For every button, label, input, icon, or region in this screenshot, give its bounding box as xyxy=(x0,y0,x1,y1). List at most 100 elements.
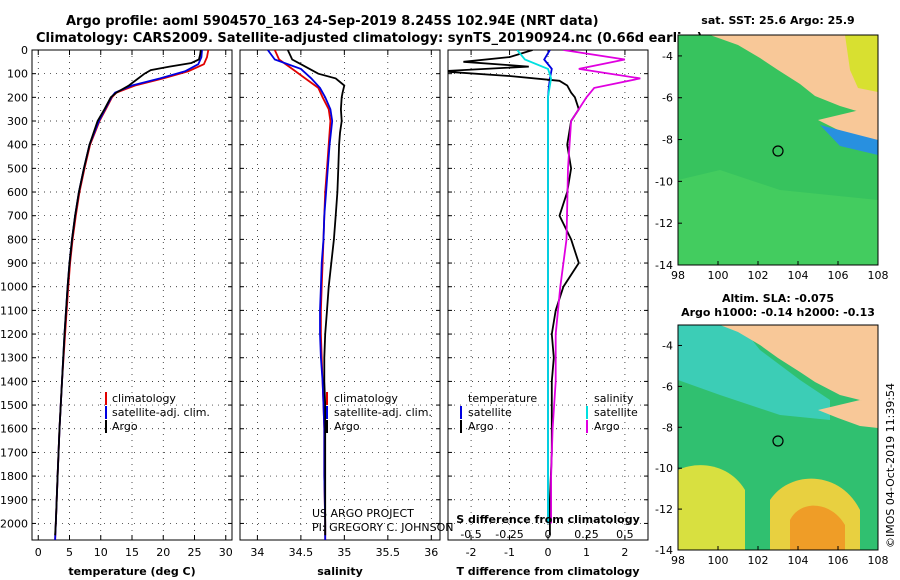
map-lon-label: 102 xyxy=(748,554,769,567)
map-lon-label: 108 xyxy=(868,269,889,282)
sal-legend-climatology: climatology xyxy=(334,392,398,405)
legend-argo: Argo xyxy=(112,420,138,433)
legend-satellite: satellite-adj. clim. xyxy=(112,406,210,419)
x-tick-label: 1 xyxy=(583,546,590,559)
sla-high-west xyxy=(678,465,745,550)
x-tick-label: -2 xyxy=(466,546,477,559)
depth-tick-label: 900 xyxy=(7,257,28,270)
series-line xyxy=(54,50,210,540)
series-line xyxy=(448,50,580,536)
sst-map xyxy=(677,34,879,266)
map-lon-label: 106 xyxy=(828,554,849,567)
map-lat-label: -4 xyxy=(662,339,673,352)
x-tick-label: 36 xyxy=(424,546,438,559)
legend-climatology: climatology xyxy=(112,392,176,405)
diff-legend-temp-argo: Argo xyxy=(468,420,494,433)
title-line-1: Argo profile: aoml 5904570_163 24-Sep-20… xyxy=(66,14,599,29)
x-tick-label: 15 xyxy=(125,546,139,559)
depth-tick-label: 600 xyxy=(7,186,28,199)
temperature-legend: climatology satellite-adj. clim. Argo xyxy=(105,392,210,433)
depth-tick-label: 700 xyxy=(7,210,28,223)
sla-land-java xyxy=(818,400,878,428)
sst-south-shade xyxy=(678,170,878,265)
x-tick-label: 20 xyxy=(156,546,170,559)
depth-tick-label: 2000 xyxy=(0,517,28,530)
depth-tick-label: 1100 xyxy=(0,304,28,317)
x-tick-label: 10 xyxy=(94,546,108,559)
map-lat-label: -12 xyxy=(655,503,673,516)
x-tick-label: 35 xyxy=(337,546,351,559)
map-lat-label: -12 xyxy=(655,217,673,230)
map-lat-label: -8 xyxy=(662,421,673,434)
ticks-layer: 0100200300400500600700800900100011001200… xyxy=(0,44,648,559)
depth-tick-label: 100 xyxy=(7,68,28,81)
sst-argo-location-marker xyxy=(772,145,784,157)
series-line xyxy=(267,50,334,540)
diff-legend-temp-sat: satellite xyxy=(468,406,512,419)
depth-tick-label: 1600 xyxy=(0,423,28,436)
sal-legend-satellite: satellite-adj. clim. xyxy=(334,406,432,419)
sdiff-xlabel: S difference from climatology xyxy=(456,513,640,526)
map-lat-label: -6 xyxy=(662,92,673,105)
series-line xyxy=(273,50,332,540)
depth-tick-label: 200 xyxy=(7,91,28,104)
s-diff-tick-label: 0 xyxy=(545,528,552,541)
map-lat-label: -14 xyxy=(655,259,673,272)
diff-legend-sal-argo: Argo xyxy=(594,420,620,433)
depth-tick-label: 400 xyxy=(7,139,28,152)
map-lat-label: -10 xyxy=(655,175,673,188)
salinity-legend: climatology satellite-adj. clim. Argo xyxy=(326,392,432,433)
title-line-2: Climatology: CARS2009. Satellite-adjuste… xyxy=(36,31,703,46)
sst-warm-patch xyxy=(845,35,878,92)
pi-credit: PI: GREGORY C. JOHNSON xyxy=(312,521,453,534)
x-tick-label: 35.5 xyxy=(376,546,401,559)
map-lon-label: 100 xyxy=(708,269,729,282)
imos-stamp: ©IMOS 04-Oct-2019 11:39:54 xyxy=(884,383,897,548)
lines-layer xyxy=(54,50,641,540)
sla-argo-location-marker xyxy=(772,435,784,447)
map-lat-label: -6 xyxy=(662,380,673,393)
depth-tick-label: 1800 xyxy=(0,470,28,483)
s-diff-tick-label: 0.25 xyxy=(574,528,599,541)
sla-peak-south xyxy=(790,505,845,550)
sst-cool-patch xyxy=(820,125,878,155)
series-line xyxy=(54,50,203,540)
map-lon-label: 100 xyxy=(708,554,729,567)
sla-map-frame xyxy=(677,324,879,551)
project-credit: US ARGO PROJECT xyxy=(312,507,414,520)
series-line xyxy=(54,50,202,536)
map-lon-label: 104 xyxy=(788,554,809,567)
map-lat-label: -14 xyxy=(655,544,673,557)
series-line xyxy=(286,50,346,536)
depth-tick-label: 1300 xyxy=(0,352,28,365)
map-lon-label: 104 xyxy=(788,269,809,282)
sla-land-sumatra xyxy=(720,325,878,405)
map-lon-label: 106 xyxy=(828,269,849,282)
map-lon-label: 98 xyxy=(671,554,685,567)
temperature-panel xyxy=(31,49,233,541)
depth-tick-label: 0 xyxy=(21,44,28,57)
series-line xyxy=(550,50,641,524)
map-lon-label: 98 xyxy=(671,269,685,282)
s-diff-tick-label: 0.5 xyxy=(616,528,634,541)
difference-legend: temperature satellite Argo salinity sate… xyxy=(460,392,638,433)
x-tick-label: 0 xyxy=(35,546,42,559)
s-diff-tick-label: -0.5 xyxy=(460,528,481,541)
x-tick-label: 25 xyxy=(188,546,202,559)
sst-map-title: sat. SST: 25.6 Argo: 25.9 xyxy=(701,14,854,27)
series-line xyxy=(516,50,553,524)
x-tick-label: 0 xyxy=(545,546,552,559)
tdiff-xlabel: T difference from climatology xyxy=(456,565,639,578)
x-tick-label: 34 xyxy=(250,546,264,559)
x-tick-label: 2 xyxy=(621,546,628,559)
sal-legend-argo: Argo xyxy=(334,420,360,433)
map-lat-label: -8 xyxy=(662,134,673,147)
depth-tick-label: 1700 xyxy=(0,446,28,459)
diff-legend-sal-sat: satellite xyxy=(594,406,638,419)
x-tick-label: -1 xyxy=(504,546,515,559)
depth-tick-label: 1900 xyxy=(0,494,28,507)
depth-tick-label: 1500 xyxy=(0,399,28,412)
diff-legend-sal-head: salinity xyxy=(594,392,634,405)
depth-tick-label: 1400 xyxy=(0,375,28,388)
